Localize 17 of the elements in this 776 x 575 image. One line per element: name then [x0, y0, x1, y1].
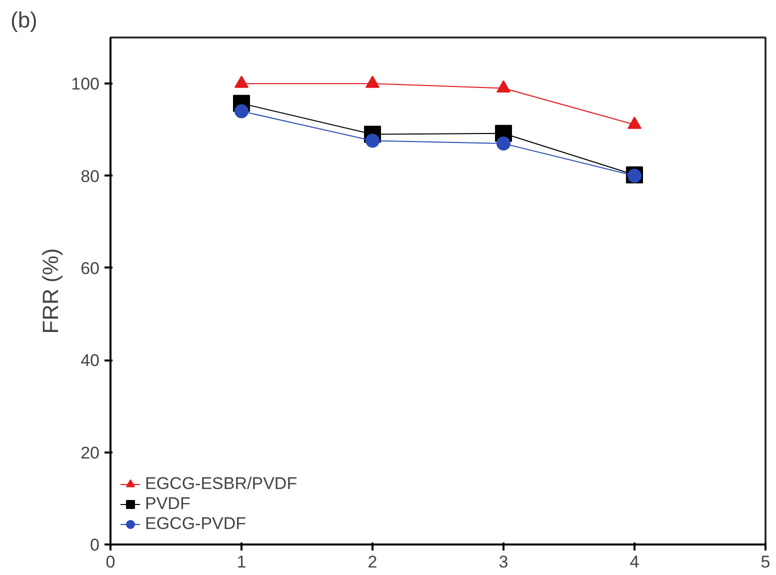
x-tick-label: 2 — [368, 552, 378, 572]
y-tick-label: 100 — [71, 74, 100, 94]
y-tick-label: 60 — [80, 258, 100, 278]
x-tick-label: 4 — [630, 552, 640, 572]
y-tick-label: 40 — [80, 351, 100, 370]
y-tick-label: 0 — [90, 536, 100, 554]
chart-title: (b) — [10, 8, 38, 32]
y-tick-label: 80 — [80, 166, 100, 186]
x-tick-label: 5 — [760, 552, 770, 572]
y-tick-label: 20 — [80, 443, 100, 462]
legend-label: EGCG-PVDF — [145, 514, 246, 534]
x-tick-label: 0 — [106, 552, 116, 572]
legend-label: EGCG-ESBR/PVDF — [145, 474, 298, 494]
x-tick-label: 1 — [236, 552, 246, 572]
y-axis-title: FRR (%) — [38, 248, 64, 334]
x-tick-label: 3 — [498, 552, 508, 572]
legend-label: PVDF — [145, 494, 190, 514]
